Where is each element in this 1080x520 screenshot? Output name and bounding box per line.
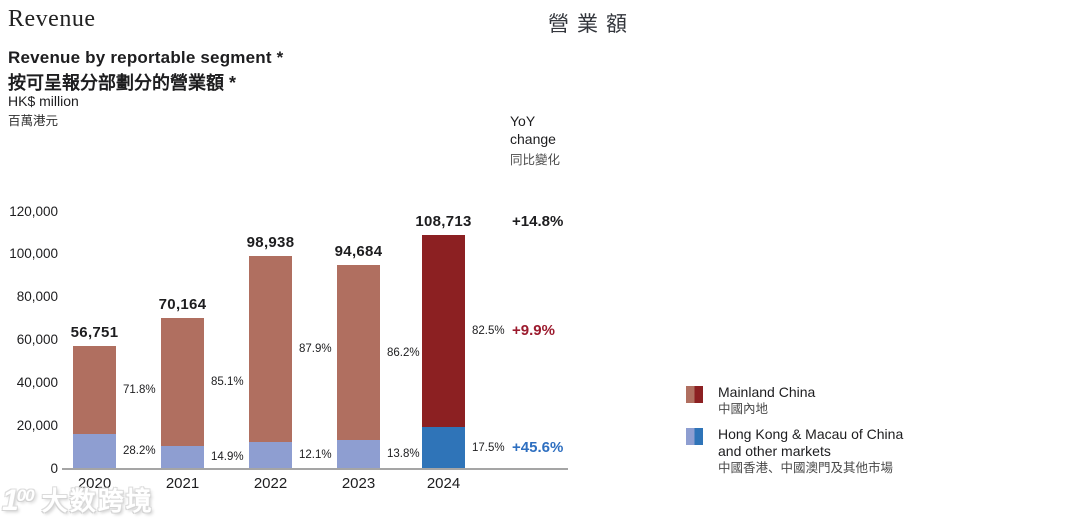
segment-percent-hk-macau-2023: 13.8%	[387, 448, 420, 460]
bar-total-label-2020: 56,751	[70, 324, 119, 342]
segment-percent-mainland-2024: 82.5%	[472, 325, 505, 338]
yoy-mainland-china-value: +9.9%	[512, 322, 555, 340]
y-axis-tick-label: 100,000	[9, 246, 58, 262]
bar-total-label-2022: 98,938	[246, 234, 295, 252]
chart-unit-en: HK$ million	[8, 93, 79, 109]
yoy-total-value: +14.8%	[512, 213, 564, 231]
legend-label-mainland-china-en: Mainland China	[718, 384, 816, 400]
x-axis-label-2022: 2022	[253, 475, 288, 492]
legend-swatch-hk-macau	[686, 428, 703, 445]
watermark-logo-icon: 100	[2, 484, 35, 517]
yoy-header-line1: YoY	[510, 113, 536, 129]
y-axis-tick-label: 40,000	[16, 374, 58, 390]
bar-segment-mainland-china-2024	[422, 235, 465, 428]
segment-percent-mainland-2022: 87.9%	[299, 343, 332, 356]
legend-label-hk-macau-en-line1: Hong Kong & Macau of China	[718, 426, 904, 442]
chart-title-en: Revenue by reportable segment *	[8, 48, 284, 67]
legend-swatch-mainland-china	[686, 386, 703, 403]
bar-segment-mainland-china-2020	[73, 346, 116, 434]
y-axis-tick-label: 0	[50, 460, 58, 476]
x-axis-label-2023: 2023	[341, 475, 376, 492]
x-axis-label-2021: 2021	[165, 475, 200, 492]
watermark-text: 大数跨境	[41, 486, 154, 516]
segment-percent-mainland-2020: 71.8%	[123, 384, 156, 397]
bar-segment-hk-macau-2023	[337, 440, 380, 468]
bar-segment-hk-macau-2022	[249, 442, 292, 468]
yoy-header-line2: change	[510, 131, 556, 147]
y-axis-tick-label: 80,000	[16, 289, 58, 305]
bar-segment-mainland-china-2021	[161, 317, 204, 446]
y-axis-tick-label: 20,000	[16, 417, 58, 433]
chart-title-zh: 按可呈報分部劃分的營業額 *	[8, 73, 237, 93]
segment-percent-hk-macau-2022: 12.1%	[299, 449, 332, 462]
segment-percent-hk-macau-2021: 14.9%	[211, 450, 244, 463]
segment-percent-mainland-2021: 85.1%	[211, 375, 244, 388]
x-axis-label-2020: 2020	[77, 475, 112, 492]
segment-percent-hk-macau-2020: 28.2%	[123, 444, 156, 457]
legend-label-mainland-china-zh: 中國內地	[718, 402, 769, 416]
y-axis-tick-label: 120,000	[9, 203, 58, 219]
bar-segment-hk-macau-2020	[73, 433, 116, 468]
bar-total-label-2023: 94,684	[334, 243, 383, 261]
watermark-logo: 100 大数跨境	[2, 482, 154, 517]
x-axis-label-2024: 2024	[426, 475, 461, 492]
yoy-header-line3: 同比變化	[510, 153, 561, 167]
bar-total-label-2024: 108,713	[415, 213, 472, 231]
x-axis-line	[62, 468, 568, 470]
y-axis-tick-label: 60,000	[16, 332, 58, 347]
legend-label-hk-macau-zh: 中國香港、中國澳門及其他市場	[718, 461, 894, 475]
page-title-en: Revenue	[8, 6, 96, 32]
chart-unit-zh: 百萬港元	[8, 114, 59, 128]
legend-label-hk-macau-en-line2: and other markets	[718, 443, 831, 459]
bar-segment-hk-macau-2021	[161, 445, 204, 468]
bar-segment-hk-macau-2024	[422, 427, 465, 468]
segment-percent-mainland-2023: 86.2%	[387, 346, 420, 359]
bar-segment-mainland-china-2023	[337, 265, 380, 440]
yoy-hk-macau-value: +45.6%	[512, 438, 564, 456]
bar-segment-mainland-china-2022	[249, 256, 292, 443]
bar-total-label-2021: 70,164	[158, 295, 207, 313]
segment-percent-hk-macau-2024: 17.5%	[472, 441, 505, 454]
page-title-zh: 營業額	[548, 12, 635, 36]
